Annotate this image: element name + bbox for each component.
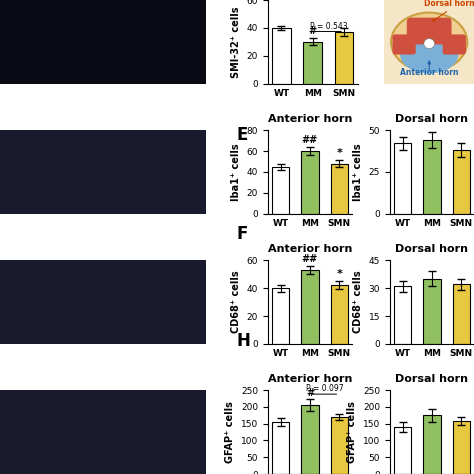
Ellipse shape	[391, 13, 467, 71]
Text: Anterior horn: Anterior horn	[400, 68, 458, 77]
Text: H: H	[237, 332, 251, 350]
Text: #: #	[306, 388, 314, 398]
Title: Dorsal horn: Dorsal horn	[395, 374, 468, 384]
Bar	[423, 279, 441, 344]
Text: E: E	[237, 126, 248, 144]
Y-axis label: CD68⁺ cells: CD68⁺ cells	[231, 271, 241, 333]
Bar	[330, 285, 348, 344]
Title: Anterior horn: Anterior horn	[268, 114, 352, 124]
Ellipse shape	[424, 38, 435, 49]
FancyBboxPatch shape	[443, 35, 466, 55]
Text: F: F	[237, 225, 248, 243]
Title: Anterior horn: Anterior horn	[268, 244, 352, 254]
Title: Dorsal horn: Dorsal horn	[395, 114, 468, 124]
Text: ##: ##	[302, 254, 318, 264]
Text: #: #	[309, 27, 317, 36]
Bar	[272, 167, 290, 214]
Bar	[394, 286, 411, 344]
Y-axis label: CD68⁺ cells: CD68⁺ cells	[353, 271, 363, 333]
Bar	[330, 417, 348, 474]
Title: Dorsal horn: Dorsal horn	[395, 244, 468, 254]
Text: Dorsal horn: Dorsal horn	[424, 0, 474, 9]
FancyBboxPatch shape	[392, 35, 416, 55]
Y-axis label: Iba1⁺ cells: Iba1⁺ cells	[353, 143, 363, 201]
Text: *: *	[337, 148, 342, 158]
Y-axis label: GFAP⁺ cells: GFAP⁺ cells	[347, 401, 357, 463]
Y-axis label: GFAP⁺ cells: GFAP⁺ cells	[225, 401, 236, 463]
Bar	[423, 415, 441, 474]
Bar	[453, 284, 470, 344]
Bar	[423, 140, 441, 214]
Bar	[301, 270, 319, 344]
Y-axis label: Iba1⁺ cells: Iba1⁺ cells	[231, 143, 241, 201]
Title: Anterior horn: Anterior horn	[268, 374, 352, 384]
Bar	[301, 151, 319, 214]
FancyBboxPatch shape	[407, 18, 452, 45]
Text: ##: ##	[302, 135, 318, 145]
Bar	[394, 427, 411, 474]
Text: P = 0.543: P = 0.543	[310, 22, 347, 31]
Bar	[453, 421, 470, 474]
Bar	[335, 32, 354, 84]
Text: P = 0.097: P = 0.097	[306, 384, 344, 393]
Text: *: *	[337, 269, 342, 279]
Bar	[303, 42, 322, 84]
Bar	[272, 422, 290, 474]
Bar	[301, 405, 319, 474]
Ellipse shape	[400, 36, 458, 73]
Bar	[272, 288, 290, 344]
Y-axis label: SMI-32⁺ cells: SMI-32⁺ cells	[231, 6, 241, 78]
Bar	[453, 150, 470, 214]
Bar	[394, 144, 411, 214]
Bar	[330, 164, 348, 214]
Bar	[272, 28, 291, 84]
